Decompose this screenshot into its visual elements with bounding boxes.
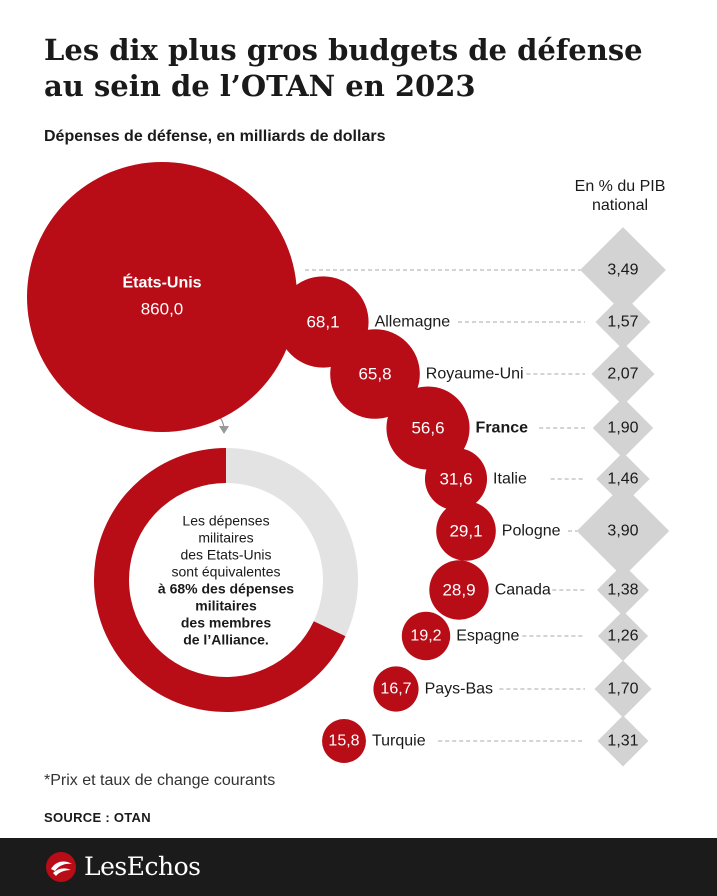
gdp-value-label: 1,38 bbox=[607, 582, 638, 599]
spend-bubble bbox=[322, 719, 366, 763]
country-label: Allemagne bbox=[375, 314, 451, 331]
value-label: 29,1 bbox=[449, 522, 482, 541]
donut-text-line: militaires bbox=[198, 530, 253, 546]
country-label: Turquie bbox=[372, 733, 426, 750]
spend-bubble bbox=[27, 162, 297, 432]
spend-bubble bbox=[401, 611, 451, 661]
gdp-diamond bbox=[596, 563, 650, 617]
value-label: 19,2 bbox=[410, 628, 441, 645]
gdp-diamond bbox=[592, 397, 654, 459]
donut-text-line: des Etats-Unis bbox=[180, 547, 271, 563]
gdp-value-label: 1,90 bbox=[607, 420, 638, 437]
donut-text-line: militaires bbox=[195, 598, 257, 614]
chart-subtitle: Dépenses de défense, en milliards de dol… bbox=[44, 128, 386, 145]
chart-title: Les dix plus gros budgets de défense au … bbox=[44, 33, 643, 103]
gdp-diamond bbox=[596, 452, 650, 506]
gdp-value-label: 1,57 bbox=[607, 314, 638, 331]
footnote: *Prix et taux de change courants bbox=[44, 772, 276, 789]
footer-bar: LesEchos bbox=[0, 838, 717, 896]
country-label: États-Unis bbox=[122, 273, 201, 292]
spend-bubble bbox=[386, 386, 470, 470]
value-label: 56,6 bbox=[411, 419, 444, 438]
gdp-diamond bbox=[576, 484, 670, 578]
country-label: Canada bbox=[495, 582, 551, 599]
value-label: 860,0 bbox=[141, 300, 184, 319]
donut-text-line: Les dépenses bbox=[182, 513, 269, 529]
country-label: Espagne bbox=[456, 628, 519, 645]
gdp-diamond bbox=[595, 294, 651, 350]
gdp-value-label: 1,46 bbox=[607, 471, 638, 488]
gdp-value-label: 1,70 bbox=[607, 681, 638, 698]
gdp-diamond bbox=[591, 342, 655, 406]
source-note: SOURCE : OTAN bbox=[44, 810, 151, 825]
gdp-diamond bbox=[580, 227, 666, 313]
gdp-value-label: 1,31 bbox=[607, 733, 638, 750]
value-label: 15,8 bbox=[328, 733, 359, 750]
gdp-diamond bbox=[594, 660, 652, 718]
spend-bubble bbox=[436, 501, 496, 561]
country-label: Italie bbox=[493, 471, 527, 488]
country-label: France bbox=[476, 420, 529, 437]
lesechos-logo-icon bbox=[46, 852, 76, 882]
country-label: Pologne bbox=[502, 523, 561, 540]
value-label: 28,9 bbox=[442, 581, 475, 600]
donut-text-line: sont équivalentes bbox=[172, 564, 281, 580]
value-label: 68,1 bbox=[306, 313, 339, 332]
brand-name: LesEchos bbox=[84, 852, 201, 881]
gdp-value-label: 3,49 bbox=[607, 262, 638, 279]
spend-bubble bbox=[429, 560, 489, 620]
gdp-value-label: 3,90 bbox=[607, 523, 638, 540]
donut-share-segment bbox=[94, 448, 346, 712]
country-label: Pays-Bas bbox=[425, 681, 493, 698]
value-label: 65,8 bbox=[358, 365, 391, 384]
pct-gdp-header: En % du PIB national bbox=[574, 178, 666, 214]
gdp-value-label: 2,07 bbox=[607, 366, 638, 383]
value-label: 31,6 bbox=[439, 470, 472, 489]
country-label: Royaume-Uni bbox=[426, 366, 524, 383]
gdp-diamond bbox=[597, 715, 649, 767]
arrow-head-icon bbox=[219, 426, 229, 434]
donut-text-line: à 68% des dépenses bbox=[158, 581, 294, 597]
spend-bubble bbox=[424, 447, 488, 511]
gdp-value-label: 1,26 bbox=[607, 628, 638, 645]
spend-bubble bbox=[330, 329, 420, 419]
value-label: 16,7 bbox=[380, 681, 411, 698]
donut-text-line: des membres bbox=[181, 615, 271, 631]
spend-bubble bbox=[373, 666, 419, 712]
gdp-diamond bbox=[597, 610, 649, 662]
donut-text-line: de l’Alliance. bbox=[183, 632, 269, 648]
